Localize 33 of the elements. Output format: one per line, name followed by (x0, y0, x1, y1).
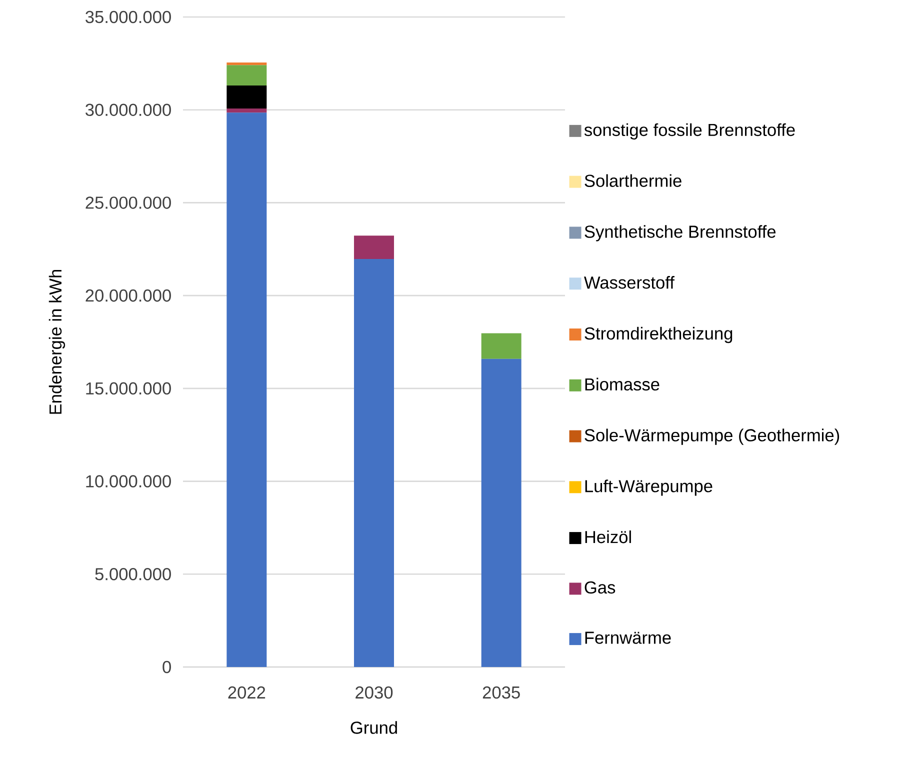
x-tick-label: 2022 (228, 686, 266, 699)
y-tick-label: 5.000.000 (95, 568, 171, 580)
bar (354, 258, 394, 668)
legend-label: sonstige fossile Brennstoffe (584, 123, 795, 140)
legend-label: Synthetische Brennstoffe (584, 225, 776, 242)
y-axis-title: Endenergie in kWh (48, 270, 66, 414)
legend-label: Gas (584, 581, 616, 594)
y-tick-label: 20.000.000 (86, 289, 171, 302)
x-axis-title: Grund (350, 721, 397, 734)
legend-label: Solarthermie (584, 174, 682, 187)
legend-label: Fernwärme (585, 632, 671, 644)
legend-label: Wasserstoff (584, 276, 675, 289)
legend-label: Stromdirektheizung (584, 326, 732, 344)
y-tick-label: 35.000.000 (86, 10, 171, 24)
bar (481, 358, 522, 668)
bar (226, 65, 267, 86)
x-tick-label: 2030 (356, 686, 393, 699)
bar (481, 333, 522, 359)
legend-label: Sole-Wärmepumpe (Geothermie) (584, 428, 840, 445)
bar (226, 86, 267, 109)
bar (226, 62, 267, 66)
y-tick-label: 15.000.000 (86, 382, 171, 395)
bar (354, 236, 394, 259)
y-tick-label: 10.000.000 (86, 475, 171, 488)
x-tick-label: 2035 (482, 686, 520, 699)
legend-label: Biomasse (585, 378, 660, 391)
legend-label: Luft-Wärepumpe (585, 480, 712, 496)
y-tick-label: 0 (162, 660, 171, 674)
y-tick-label: 25.000.000 (86, 196, 171, 209)
bar (226, 108, 267, 113)
legend-label: Heizöl (585, 530, 631, 544)
bar (226, 112, 267, 668)
y-tick-label: 30.000.000 (86, 104, 171, 116)
